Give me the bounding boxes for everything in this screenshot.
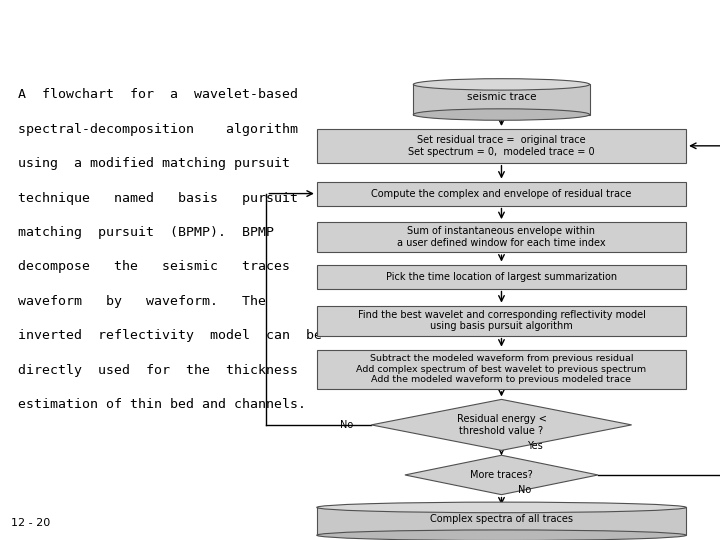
Text: Pick the time location of largest summarization: Pick the time location of largest summar… xyxy=(386,272,617,281)
Bar xyxy=(317,129,686,163)
Text: estimation of thin bed and channels.: estimation of thin bed and channels. xyxy=(18,398,306,411)
Text: using  a modified matching pursuit: using a modified matching pursuit xyxy=(18,157,290,170)
Bar xyxy=(317,349,686,389)
Bar xyxy=(317,222,686,252)
Bar xyxy=(413,84,590,114)
Bar xyxy=(317,265,686,288)
Text: 12 - 20: 12 - 20 xyxy=(11,518,50,528)
Ellipse shape xyxy=(413,109,590,120)
Text: directly  used  for  the  thickness: directly used for the thickness xyxy=(18,363,298,377)
Text: Yes: Yes xyxy=(526,441,542,451)
Text: decompose   the   seismic   traces: decompose the seismic traces xyxy=(18,260,290,273)
Text: Compute the complex and envelope of residual trace: Compute the complex and envelope of resi… xyxy=(372,188,631,199)
Text: No: No xyxy=(340,420,353,430)
Text: Complex spectra of all traces: Complex spectra of all traces xyxy=(430,515,573,524)
Text: inverted  reflectivity  model  can  be: inverted reflectivity model can be xyxy=(18,329,322,342)
Ellipse shape xyxy=(413,79,590,90)
Bar xyxy=(317,306,686,336)
Text: seismic trace: seismic trace xyxy=(467,92,536,103)
Text: Subtract the modeled waveform from previous residual
Add complex spectrum of bes: Subtract the modeled waveform from previ… xyxy=(356,354,647,384)
Bar xyxy=(317,181,686,206)
Text: spectral-decomposition    algorithm: spectral-decomposition algorithm xyxy=(18,123,298,136)
Text: waveform   by   waveform.   The: waveform by waveform. The xyxy=(18,295,266,308)
Text: technique   named   basis   pursuit: technique named basis pursuit xyxy=(18,192,298,205)
Text: matching  pursuit  (BPMP).  BPMP: matching pursuit (BPMP). BPMP xyxy=(18,226,274,239)
Polygon shape xyxy=(372,400,631,450)
Ellipse shape xyxy=(317,530,686,540)
Polygon shape xyxy=(405,455,598,495)
Text: Basis pursuit matching pursuit: Basis pursuit matching pursuit xyxy=(141,19,579,43)
Ellipse shape xyxy=(317,502,686,512)
Text: Set residual trace =  original trace
Set spectrum = 0,  modeled trace = 0: Set residual trace = original trace Set … xyxy=(408,135,595,157)
Bar xyxy=(317,508,686,535)
Text: Find the best wavelet and corresponding reflectivity model
using basis pursuit a: Find the best wavelet and corresponding … xyxy=(358,310,645,332)
Text: Sum of instantaneous envelope within
a user defined window for each time index: Sum of instantaneous envelope within a u… xyxy=(397,226,606,248)
Text: Residual energy <
threshold value ?: Residual energy < threshold value ? xyxy=(456,414,546,436)
Text: A  flowchart  for  a  wavelet-based: A flowchart for a wavelet-based xyxy=(18,89,298,102)
Text: No: No xyxy=(518,485,531,495)
Text: More traces?: More traces? xyxy=(470,470,533,480)
